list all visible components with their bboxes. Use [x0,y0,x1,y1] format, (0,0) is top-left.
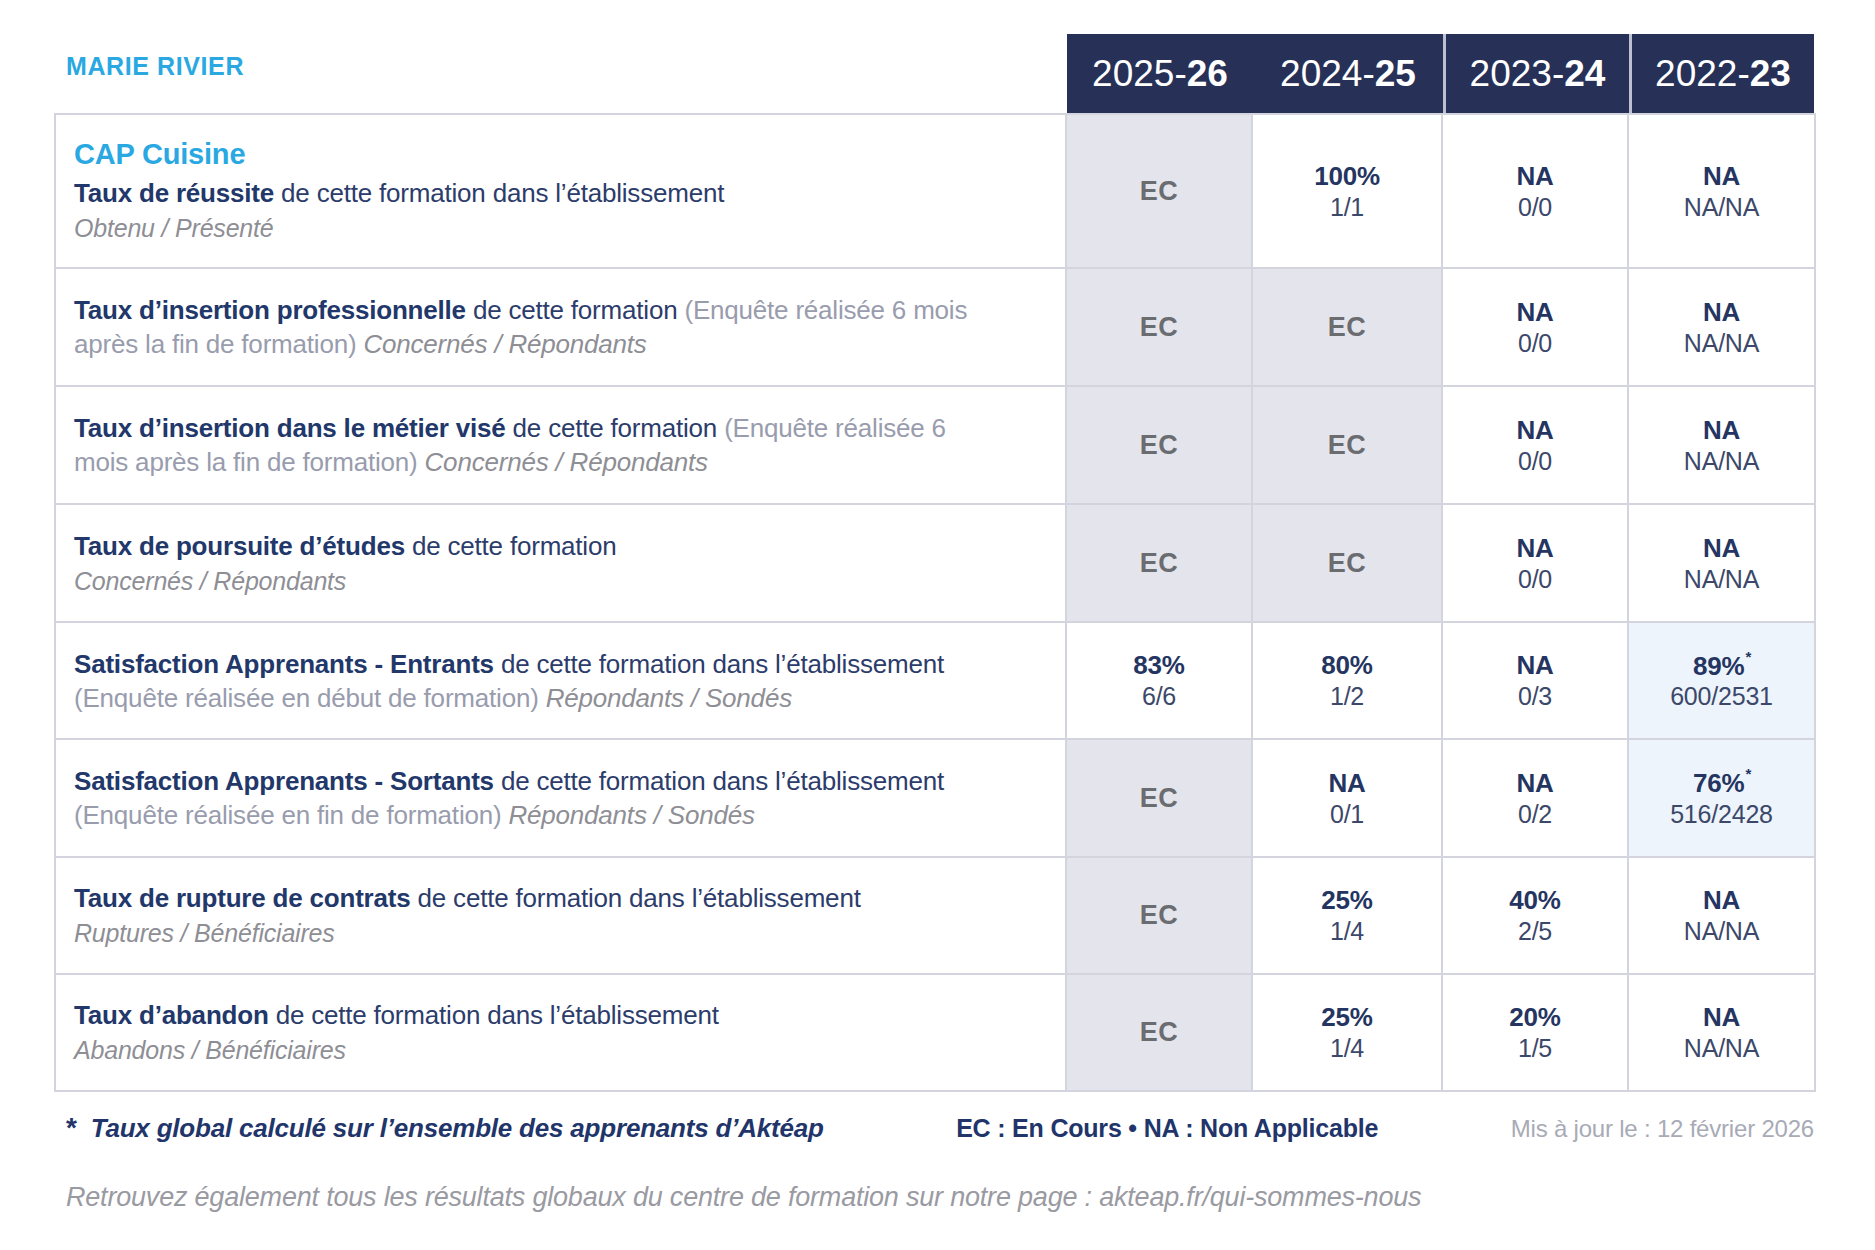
value-cell: NANA/NA [1629,975,1814,1090]
row-label-taux-reussite: CAP Cuisine Taux de réussite de cette fo… [56,115,1065,267]
value-cell: NANA/NA [1629,387,1814,503]
value-cell: NA0/0 [1443,505,1627,621]
value-cell: 25%1/4 [1253,975,1441,1090]
row-label-abandon: Taux d’abandon de cette formation dans l… [56,975,1065,1090]
ec-cell: EC [1067,858,1251,973]
metric-sublabel: Concernés / Répondants [425,447,708,477]
results-page: MARIE RIVIER 2025-26 2024-25 2023-24 202… [0,0,1875,1250]
metric-title: Taux d’abandon [74,1000,269,1030]
value-cell: 83%6/6 [1067,623,1251,738]
metric-title: Taux de poursuite d’études [74,531,405,561]
row-label-satisfaction-sortants: Satisfaction Apprenants - Sortants de ce… [56,740,1065,856]
ec-cell: EC [1067,269,1251,385]
metric-title: Taux de rupture de contrats [74,883,411,913]
year-col-2024-25: 2024-25 [1253,34,1443,113]
metric-sublabel: Obtenu / Présenté [74,214,274,242]
metric-note: (Enquête réalisée en fin de formation) [74,800,501,830]
value-cell-highlight: 89%*600/2531 [1629,623,1814,738]
metric-sublabel: Répondants / Sondés [508,800,754,830]
last-updated-date: Mis à jour le : 12 février 2026 [1511,1115,1814,1143]
ec-cell: EC [1253,505,1441,621]
asterisk: * [1745,648,1751,665]
metric-title: Satisfaction Apprenants - Entrants [74,649,494,679]
value-cell: NA0/1 [1253,740,1441,856]
ec-cell: EC [1067,505,1251,621]
row-label-insertion-metier: Taux d’insertion dans le métier visé de … [56,387,1065,503]
metric-note: (Enquête réalisée en début de formation) [74,683,539,713]
value-cell: NA0/3 [1443,623,1627,738]
value-cell: NANA/NA [1629,269,1814,385]
value-cell: NANA/NA [1629,115,1814,267]
metric-title: Taux d’insertion dans le métier visé [74,413,506,443]
year-col-2025-26: 2025-26 [1067,34,1253,113]
ec-cell: EC [1067,740,1251,856]
global-results-link-line: Retrouvez également tous les résultats g… [66,1182,1421,1213]
metric-title: Taux d’insertion professionnelle [74,295,466,325]
value-cell: NA0/2 [1443,740,1627,856]
value-cell: NA0/0 [1443,387,1627,503]
metric-sublabel: Répondants / Sondés [546,683,792,713]
value-cell: NA0/0 [1443,115,1627,267]
ec-cell: EC [1253,387,1441,503]
metric-sublabel: Abandons / Bénéficiaires [74,1036,346,1064]
ec-cell: EC [1067,975,1251,1090]
ec-cell: EC [1067,115,1251,267]
metric-sublabel: Concernés / Répondants [74,567,346,595]
metric-description: de cette formation [412,531,617,561]
year-col-2023-24: 2023-24 [1443,34,1629,113]
value-cell: 80%1/2 [1253,623,1441,738]
asterisk: * [66,1112,77,1143]
row-label-insertion-pro: Taux d’insertion professionnelle de cett… [56,269,1065,385]
metric-description: de cette formation dans l’établissement [281,178,724,208]
footer: *Taux global calculé sur l’ensemble des … [66,1112,1814,1144]
value-cell: NA0/0 [1443,269,1627,385]
value-cell-highlight: 76%*516/2428 [1629,740,1814,856]
metric-title: Taux de réussite [74,178,274,208]
asterisk: * [1745,765,1751,782]
metric-sublabel: Ruptures / Bénéficiaires [74,919,335,947]
metric-description: de cette formation dans l’établissement [418,883,861,913]
value-cell: 25%1/4 [1253,858,1441,973]
metric-description: de cette formation dans l’établissement [501,649,944,679]
value-cell: 20%1/5 [1443,975,1627,1090]
global-rate-note: *Taux global calculé sur l’ensemble des … [66,1112,824,1144]
metric-description: de cette formation dans l’établissement [501,766,944,796]
results-table: CAP Cuisine Taux de réussite de cette fo… [54,113,1816,1092]
value-cell: 100%1/1 [1253,115,1441,267]
year-header-bar: 2025-26 2024-25 2023-24 2022-23 [1067,34,1814,113]
metric-title: Satisfaction Apprenants - Sortants [74,766,494,796]
row-label-poursuite-etudes: Taux de poursuite d’études de cette form… [56,505,1065,621]
metric-description: de cette formation [473,295,678,325]
school-name: MARIE RIVIER [66,52,244,81]
metric-description: de cette formation [513,413,718,443]
value-cell: NANA/NA [1629,858,1814,973]
ec-cell: EC [1067,387,1251,503]
value-cell: NANA/NA [1629,505,1814,621]
ec-cell: EC [1253,269,1441,385]
abbreviation-legend: EC : En Cours • NA : Non Applicable [956,1114,1378,1143]
row-label-satisfaction-entrants: Satisfaction Apprenants - Entrants de ce… [56,623,1065,738]
value-cell: 40%2/5 [1443,858,1627,973]
metric-description: de cette formation dans l’établissement [276,1000,719,1030]
row-label-rupture-contrats: Taux de rupture de contrats de cette for… [56,858,1065,973]
year-col-2022-23: 2022-23 [1629,34,1814,113]
metric-sublabel: Concernés / Répondants [363,329,646,359]
program-title: CAP Cuisine [74,138,970,171]
